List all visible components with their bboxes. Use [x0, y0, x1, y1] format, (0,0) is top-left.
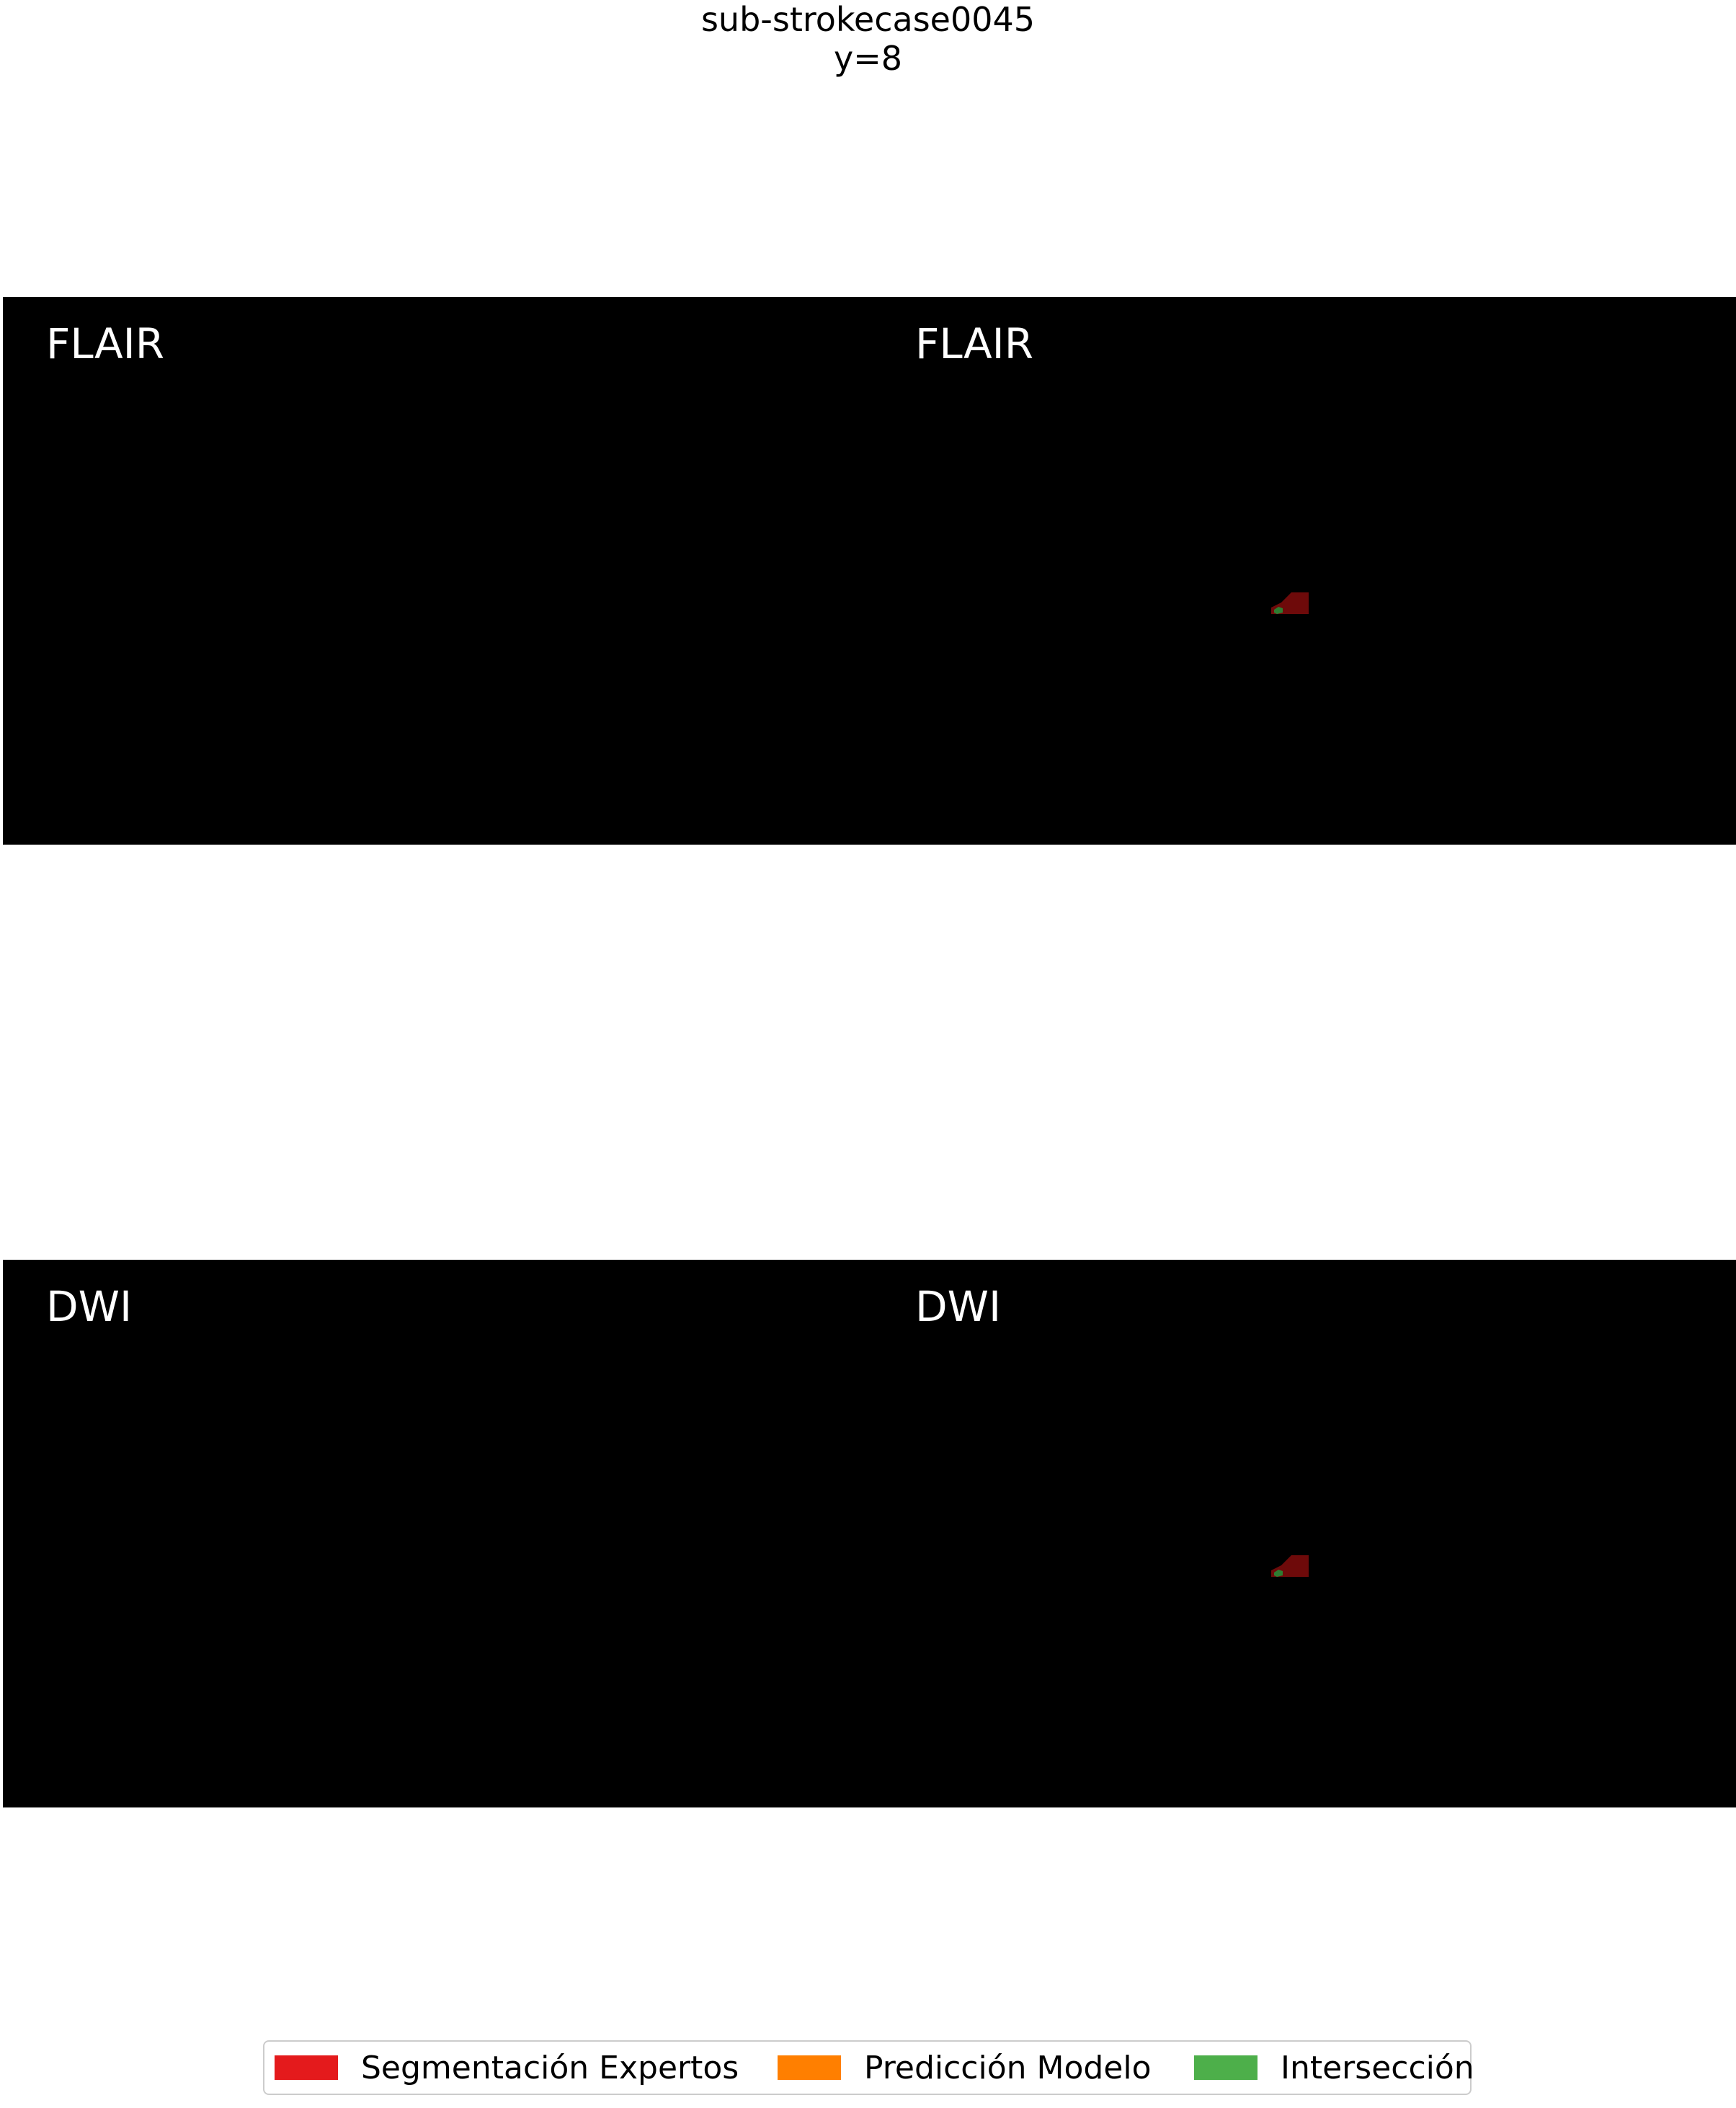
- flair-intersection-region: [1274, 607, 1283, 614]
- flair-lesion-overlay: [1271, 592, 1309, 614]
- legend-item-intersection: Intersección: [1194, 2042, 1474, 2094]
- title-subject-id: sub-strokecase0045: [700, 0, 1036, 39]
- dwi-intersection-region: [1274, 1570, 1283, 1577]
- dwi-row: DWI DWI: [3, 1260, 1736, 1807]
- legend-swatch-expert: [275, 2055, 338, 2080]
- legend-label-model: Predicción Modelo: [864, 2049, 1152, 2086]
- panel-label-flair-left: FLAIR: [46, 319, 165, 368]
- title-slice-index: y=8: [833, 39, 903, 78]
- panel-label-dwi-right: DWI: [915, 1282, 1002, 1331]
- dwi-panel-right: DWI: [869, 1260, 1736, 1807]
- dwi-lesion-overlay: [1271, 1555, 1309, 1577]
- legend-swatch-intersection: [1194, 2055, 1258, 2080]
- legend-label-expert: Segmentación Expertos: [361, 2049, 739, 2086]
- legend-item-expert-segmentation: Segmentación Expertos: [275, 2042, 739, 2094]
- flair-row: FLAIR FLAIR: [3, 297, 1736, 845]
- flair-panel-right: FLAIR: [869, 297, 1736, 845]
- panel-label-dwi-left: DWI: [46, 1282, 133, 1331]
- legend-swatch-model: [778, 2055, 841, 2080]
- legend-label-intersection: Intersección: [1281, 2049, 1474, 2086]
- legend: Segmentación Expertos Predicción Modelo …: [263, 2040, 1474, 2095]
- flair-panel-left: FLAIR: [3, 297, 869, 845]
- figure-title: sub-strokecase0045 y=8: [0, 0, 1736, 78]
- panel-label-flair-right: FLAIR: [915, 319, 1034, 368]
- legend-item-model-prediction: Predicción Modelo: [778, 2042, 1152, 2094]
- dwi-panel-left: DWI: [3, 1260, 869, 1807]
